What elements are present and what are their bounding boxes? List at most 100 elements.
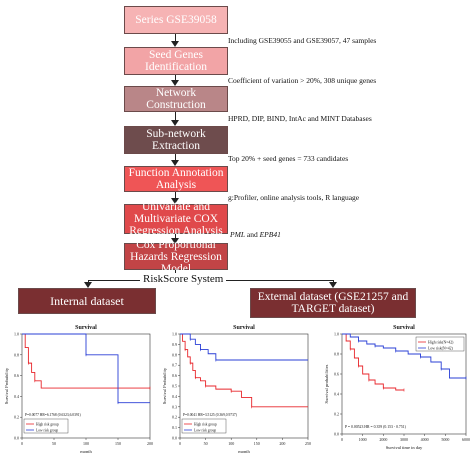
arrow-3-head	[171, 120, 179, 126]
y-tick-label: 0.0	[172, 436, 177, 441]
step-function-annotation-label: Function Annotation Analysis	[128, 167, 224, 191]
y-tick-label: 0.3	[172, 404, 177, 409]
legend-label: High risk group	[36, 422, 59, 426]
legend-label: Low risk(N=42)	[428, 346, 454, 350]
arrow-4-head	[171, 160, 179, 166]
y-tick-label: 0.8	[14, 352, 19, 357]
step-network-label: Network Construction	[146, 87, 206, 111]
legend-label: High risk(N=42)	[428, 340, 454, 344]
km-plot-external-1: Survival 0.0 0.1 0.2 0.3 0.4 0.5 0.6 0.7 0.8 0.9 1.…	[162, 325, 311, 454]
gene-pml: PML	[230, 230, 245, 239]
y-tick-label: 0.9	[172, 342, 177, 347]
arrow-3	[175, 112, 176, 122]
step-series-label: Series GSE39058	[135, 14, 217, 26]
arrow-4	[175, 154, 176, 162]
connector-left-head	[84, 282, 92, 288]
step-seed-genes: Seed Genes Identification	[124, 47, 228, 75]
step-cox-regression: Univariate and Multivariate COX Regressi…	[124, 201, 228, 237]
y-tick-label: 0.5	[172, 384, 177, 389]
arrow-6	[175, 234, 176, 240]
y-tick-label: 0.4	[14, 394, 19, 399]
x-tick-label: 0	[179, 441, 181, 446]
note-cv: Coefficient of variation > 20%, 308 uniq…	[228, 76, 377, 85]
y-axis-label: Survival probabilities	[324, 364, 329, 403]
x-tick-label: 150	[254, 441, 260, 446]
plot-annotation: P=0.0041 HR=3.5125 (0.369,0.9737)	[183, 413, 238, 418]
gene-epb41: EPB41	[259, 230, 281, 239]
km-curve-1	[180, 333, 308, 361]
km-curve-0	[22, 333, 150, 389]
y-tick-label: 1.0	[334, 332, 339, 337]
km-plot-external-2: Survival 0.0 0.2 0.4 0.6 0.8 1.0 0 1000 2000 3000 4…	[324, 325, 470, 450]
km-plot-internal: Survival 0.0 0.2 0.4 0.6 0.8 1.0 0 50 100 150 200 mo…	[4, 325, 153, 454]
legend-box	[23, 418, 69, 434]
y-tick-label: 0.2	[14, 415, 19, 420]
y-tick-label: 0.8	[334, 352, 339, 357]
legend-label: Low risk group	[36, 428, 58, 432]
x-tick-label: 150	[115, 441, 121, 446]
note-tools: g:Profiler, online analysis tools, R lan…	[228, 193, 360, 202]
step-cox-regression-label: Univariate and Multivariate COX Regressi…	[129, 201, 223, 237]
x-tick-label: 3000	[400, 437, 408, 442]
arrow-1	[175, 34, 176, 43]
dataset-internal: Internal dataset	[18, 288, 156, 314]
x-tick-label: 6000	[462, 437, 470, 442]
plot-title: Survival	[75, 325, 97, 331]
legend-label: Low risk group	[194, 428, 216, 432]
y-tick-label: 0.0	[334, 432, 339, 437]
x-tick-label: 0	[21, 441, 23, 446]
y-tick-label: 0.4	[334, 392, 339, 397]
step-subnetwork: Sub-network Extraction	[124, 126, 228, 154]
note-candidates: Top 20% + seed genes = 733 candidates	[228, 154, 349, 163]
legend-box	[415, 336, 465, 352]
arrow-1-head	[171, 41, 179, 47]
step-cox-model-label: Cox Proportional Hazards Regression Mode…	[130, 238, 222, 275]
x-tick-label: 100	[83, 441, 89, 446]
riskscore-label: RiskScore System	[140, 273, 227, 285]
y-tick-label: 0.6	[334, 372, 339, 377]
arrow-2	[175, 75, 176, 82]
plot-title: Survival	[233, 325, 255, 331]
dataset-internal-label: Internal dataset	[50, 294, 124, 308]
x-tick-label: 4000	[421, 437, 429, 442]
x-tick-label: 0	[341, 437, 343, 442]
x-tick-label: 200	[279, 441, 285, 446]
x-tick-label: 250	[305, 441, 311, 446]
x-axis-label: month	[238, 449, 250, 454]
y-tick-label: 0.1	[172, 425, 177, 430]
step-seed-genes-label: Seed Genes Identification	[145, 49, 207, 73]
arrow-5	[175, 192, 176, 200]
legend-box	[181, 418, 227, 434]
y-tick-label: 0.6	[14, 373, 19, 378]
x-tick-label: 50	[52, 441, 56, 446]
y-axis-label: Survival Probability	[4, 367, 9, 404]
plot-annotation: P=0.0077 HR=6.1768 (0.6323,6.0391)	[25, 413, 81, 418]
note-genes: PML and EPB41	[230, 230, 281, 239]
arrow-6-head	[171, 238, 179, 244]
y-tick-label: 0.0	[14, 436, 19, 441]
step-network: Network Construction	[124, 86, 228, 112]
km-curve-1	[22, 333, 150, 404]
y-tick-label: 1.0	[172, 332, 177, 337]
y-tick-label: 0.6	[172, 373, 177, 378]
y-tick-label: 1.0	[14, 332, 19, 337]
step-series: Series GSE39058	[124, 6, 228, 34]
x-tick-label: 200	[147, 441, 153, 446]
y-tick-label: 0.7	[172, 363, 177, 368]
km-curve-0	[180, 333, 308, 408]
y-tick-label: 0.8	[172, 352, 177, 357]
x-axis-label: Survival time in day	[386, 445, 423, 450]
step-subnetwork-label: Sub-network Extraction	[146, 128, 206, 152]
arrow-5-head	[171, 198, 179, 204]
x-tick-label: 50	[204, 441, 208, 446]
y-tick-label: 0.4	[172, 394, 177, 399]
y-axis-label: Survival Probability	[162, 367, 167, 404]
y-tick-label: 0.2	[172, 415, 177, 420]
gene-and: and	[245, 230, 260, 239]
note-databases: HPRD, DIP, BIND, IntAc and MINT Database…	[228, 114, 372, 123]
legend-label: High risk group	[194, 422, 217, 426]
x-tick-label: 2000	[379, 437, 387, 442]
x-tick-label: 1000	[359, 437, 367, 442]
dataset-external: External dataset (GSE21257 and TARGET da…	[250, 288, 416, 318]
